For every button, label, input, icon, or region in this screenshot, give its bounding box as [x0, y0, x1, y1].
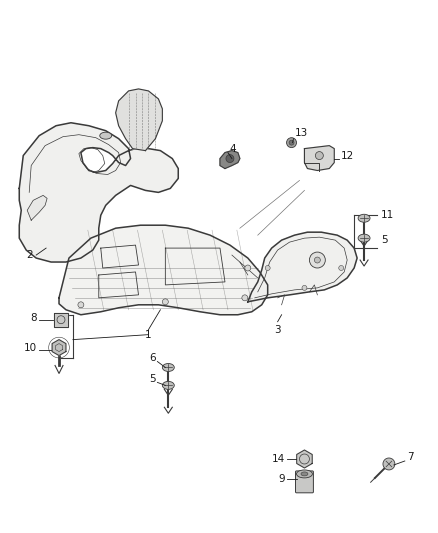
Text: 4: 4 [230, 143, 237, 154]
Polygon shape [52, 340, 66, 356]
Circle shape [289, 140, 294, 145]
Circle shape [226, 155, 234, 163]
Ellipse shape [358, 234, 370, 242]
Text: 14: 14 [271, 454, 285, 464]
Circle shape [315, 151, 323, 159]
Circle shape [383, 458, 395, 470]
Text: 2: 2 [26, 250, 32, 260]
Circle shape [78, 302, 84, 308]
Polygon shape [27, 196, 47, 220]
Polygon shape [220, 151, 240, 168]
Text: 7: 7 [407, 452, 413, 462]
Circle shape [286, 138, 297, 148]
Polygon shape [248, 232, 357, 302]
Circle shape [314, 257, 320, 263]
Text: 13: 13 [294, 128, 308, 138]
Ellipse shape [297, 470, 312, 478]
Text: 9: 9 [278, 474, 285, 484]
Text: 1: 1 [145, 329, 152, 340]
Ellipse shape [162, 364, 174, 372]
Circle shape [302, 285, 307, 290]
FancyBboxPatch shape [296, 471, 314, 493]
Circle shape [162, 299, 168, 305]
Polygon shape [297, 450, 312, 468]
Circle shape [265, 265, 270, 270]
Circle shape [245, 265, 251, 271]
Polygon shape [59, 225, 268, 315]
Ellipse shape [100, 132, 112, 139]
Circle shape [242, 295, 248, 301]
Circle shape [339, 265, 344, 270]
Text: 8: 8 [31, 313, 37, 323]
Text: 12: 12 [341, 151, 354, 160]
Polygon shape [54, 313, 68, 327]
Text: 6: 6 [149, 352, 155, 362]
Text: 3: 3 [274, 325, 281, 335]
Polygon shape [19, 123, 178, 262]
Ellipse shape [162, 382, 174, 389]
Text: 11: 11 [381, 210, 394, 220]
Circle shape [309, 252, 325, 268]
Polygon shape [304, 146, 334, 171]
Ellipse shape [358, 214, 370, 222]
Text: 5: 5 [149, 374, 155, 384]
Text: 5: 5 [381, 235, 388, 245]
Text: 10: 10 [24, 343, 37, 352]
Ellipse shape [301, 472, 308, 476]
Polygon shape [116, 89, 162, 151]
